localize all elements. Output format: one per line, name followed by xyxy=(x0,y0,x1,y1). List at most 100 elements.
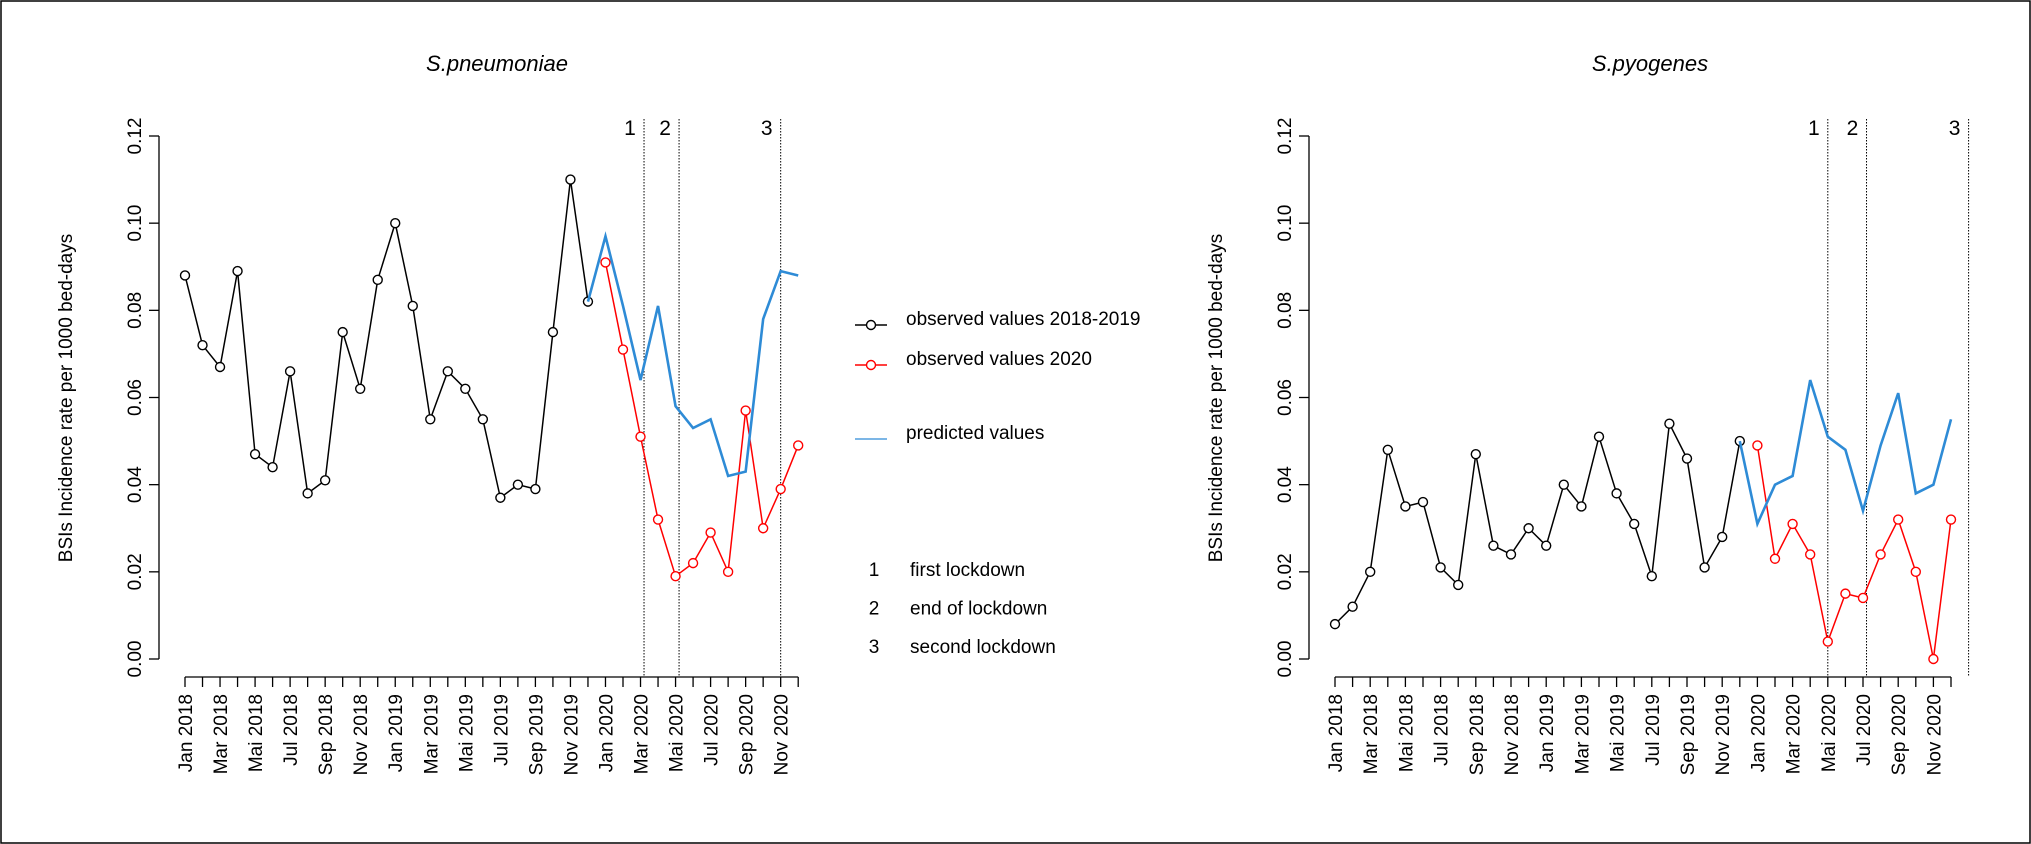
legend-label: predicted values xyxy=(906,423,1044,444)
note-text: second lockdown xyxy=(910,637,1056,658)
legend-marker xyxy=(865,359,877,371)
point xyxy=(775,483,786,495)
point xyxy=(1576,501,1587,512)
x-tick-label: Mai 2019 xyxy=(1608,694,1629,772)
point xyxy=(793,440,804,451)
point xyxy=(1769,553,1781,564)
point xyxy=(1699,562,1710,573)
point xyxy=(442,366,453,377)
point xyxy=(1628,518,1640,530)
y-axis-label: BSIs Incidence rate per 1000 bed-days xyxy=(56,234,77,562)
x-tick-label: Mar 2019 xyxy=(421,694,442,774)
series-line xyxy=(586,231,799,478)
point xyxy=(1435,562,1446,573)
x-tick-label: Mai 2020 xyxy=(667,694,688,772)
point xyxy=(1787,518,1798,530)
point xyxy=(1470,448,1482,460)
x-tick-label: Nov 2018 xyxy=(351,694,372,775)
point xyxy=(1804,549,1816,560)
x-tick-label: Jan 2020 xyxy=(1748,694,1769,772)
lockdown-label: 2 xyxy=(1847,117,1859,140)
point xyxy=(1347,601,1358,612)
x-tick-label: Jul 2019 xyxy=(1643,694,1664,766)
y-tick-label: 0.12 xyxy=(1275,118,1296,155)
point xyxy=(302,488,313,499)
point xyxy=(1892,514,1904,525)
x-tick-label: Mai 2020 xyxy=(1819,694,1840,772)
point xyxy=(1945,514,1957,525)
point xyxy=(372,274,383,286)
x-tick-label: Jul 2019 xyxy=(491,694,512,766)
point xyxy=(722,566,734,578)
lockdown-label: 1 xyxy=(1808,117,1820,140)
x-tick-label: Jul 2020 xyxy=(702,694,723,766)
y-tick-label: 0.10 xyxy=(125,205,146,242)
x-tick-label: Sep 2020 xyxy=(1889,694,1910,775)
point xyxy=(390,217,401,229)
x-tick-label: Sep 2018 xyxy=(316,694,337,775)
legend-label: observed values 2018-2019 xyxy=(906,309,1141,330)
x-tick-label: Sep 2019 xyxy=(526,694,547,775)
point xyxy=(1382,444,1394,455)
point xyxy=(1523,523,1534,534)
point xyxy=(1716,531,1728,543)
x-tick-label: Nov 2019 xyxy=(1713,694,1734,775)
point xyxy=(757,523,769,534)
point xyxy=(1452,579,1464,591)
point xyxy=(232,265,243,277)
point xyxy=(547,326,559,338)
point xyxy=(284,366,296,377)
point xyxy=(1840,588,1851,599)
point xyxy=(355,383,366,394)
x-tick-label: Jul 2018 xyxy=(281,694,302,766)
point xyxy=(1417,496,1429,508)
lockdown-label: 1 xyxy=(624,117,636,140)
point xyxy=(1364,566,1376,578)
series-line xyxy=(604,262,799,578)
point xyxy=(687,557,699,569)
x-tick-label: Sep 2018 xyxy=(1467,694,1488,775)
point xyxy=(1928,653,1939,665)
x-tick-label: Mai 2019 xyxy=(456,694,477,772)
lockdown-label: 3 xyxy=(761,117,773,140)
point xyxy=(512,479,524,490)
y-tick-label: 0.08 xyxy=(125,292,146,329)
point xyxy=(740,405,751,416)
point xyxy=(705,527,716,538)
x-tick-label: Sep 2019 xyxy=(1678,694,1699,775)
series-line xyxy=(1334,421,1741,625)
point xyxy=(337,326,348,338)
point xyxy=(1822,636,1834,647)
point xyxy=(1681,453,1693,464)
point xyxy=(1664,418,1675,429)
point xyxy=(179,270,191,281)
x-tick-label: Jan 2019 xyxy=(1537,694,1558,772)
x-tick-label: Jan 2018 xyxy=(176,694,197,772)
point xyxy=(1857,592,1869,604)
lockdown-label: 2 xyxy=(659,117,671,140)
x-tick-label: Mar 2020 xyxy=(632,694,653,774)
point xyxy=(249,448,261,460)
y-tick-label: 0.08 xyxy=(1275,292,1296,329)
point xyxy=(1505,549,1517,560)
x-tick-label: Mai 2018 xyxy=(1396,694,1417,772)
y-tick-label: 0.06 xyxy=(1275,379,1296,416)
point xyxy=(1752,440,1763,451)
note-number: 1 xyxy=(869,560,880,581)
y-tick-label: 0.00 xyxy=(125,641,146,678)
note-text: end of lockdown xyxy=(910,599,1047,620)
point xyxy=(495,492,506,503)
x-tick-label: Mar 2018 xyxy=(1361,694,1382,774)
x-tick-label: Nov 2018 xyxy=(1502,694,1523,775)
y-tick-label: 0.00 xyxy=(1275,641,1296,678)
point xyxy=(670,570,681,582)
y-tick-label: 0.02 xyxy=(125,553,146,590)
series-line xyxy=(1756,445,1952,660)
x-tick-label: Jul 2020 xyxy=(1854,694,1875,766)
point xyxy=(1910,566,1922,578)
point xyxy=(319,475,331,486)
point xyxy=(197,340,208,351)
point xyxy=(600,257,611,268)
